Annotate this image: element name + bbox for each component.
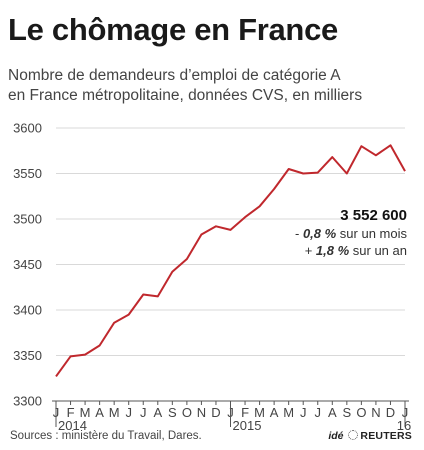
x-tick-label: D [211, 405, 220, 420]
chart-subtitle: Nombre de demandeurs d’emploi de catégor… [8, 66, 418, 106]
year-label: 2015 [233, 418, 262, 433]
x-tick-label: N [371, 405, 380, 420]
x-tick-label: N [197, 405, 206, 420]
year-label: 16 [397, 418, 411, 433]
x-tick-label: O [182, 405, 192, 420]
annotation-monthly-change: - 0,8 % sur un mois [295, 226, 408, 241]
credit-logo: idé REUTERS [328, 430, 412, 442]
y-tick-label: 3400 [13, 303, 42, 318]
source-note: Sources : ministère du Travail, Dares. [10, 430, 202, 442]
reuters-logo: REUTERS [360, 430, 412, 442]
y-tick-label: 3500 [13, 212, 42, 227]
annotation-yearly-suffix: sur un an [349, 243, 407, 258]
annotation-yearly-percent: 1,8 % [316, 243, 350, 258]
series-line [55, 144, 406, 377]
x-tick-label: M [283, 405, 294, 420]
x-tick-label: S [342, 405, 351, 420]
subtitle-line-2: en France métropolitaine, données CVS, e… [8, 87, 363, 104]
ide-logo: idé [328, 430, 344, 442]
y-tick-label: 3600 [13, 121, 42, 136]
annotation-yearly-change: + 1,8 % sur un an [305, 243, 407, 258]
y-tick-label: 3350 [13, 348, 42, 363]
y-axis-ticks: 3300 3350 3400 3450 3500 3550 3600 [13, 121, 42, 409]
annotation-value: 3 552 600 [340, 207, 407, 224]
x-tick-label: O [356, 405, 366, 420]
annotation-yearly-prefix: + [305, 243, 316, 258]
x-tick-label: M [254, 405, 265, 420]
x-tick-label: J [300, 405, 307, 420]
annotation-monthly-suffix: sur un mois [336, 226, 407, 241]
annotation-monthly-prefix: - [295, 226, 303, 241]
x-tick-label: A [270, 405, 279, 420]
year-label: 2014 [58, 418, 87, 433]
x-tick-label: S [168, 405, 177, 420]
x-tick-label: J [315, 405, 322, 420]
x-tick-label: A [153, 405, 162, 420]
y-tick-label: 3300 [13, 394, 42, 409]
x-tick-label: F [241, 405, 249, 420]
x-tick-label: D [386, 405, 395, 420]
subtitle-line-1: Nombre de demandeurs d’emploi de catégor… [8, 67, 341, 84]
x-axis: JFMAMJJASONDJFMAMJJASONDJ2014201516 [52, 400, 411, 433]
x-tick-label: J [140, 405, 147, 420]
series-group [55, 144, 406, 377]
x-tick-label: A [328, 405, 337, 420]
y-tick-label: 3450 [13, 257, 42, 272]
latest-value-annotation: 3 552 600 - 0,8 % sur un mois + 1,8 % su… [295, 207, 408, 258]
x-tick-label: A [95, 405, 104, 420]
chart-title: Le chômage en France [8, 12, 338, 47]
reuters-dot-icon [348, 430, 359, 440]
x-tick-label: M [80, 405, 91, 420]
y-tick-label: 3550 [13, 166, 42, 181]
x-tick-label: J [125, 405, 132, 420]
x-tick-label: F [67, 405, 75, 420]
x-tick-label: M [109, 405, 120, 420]
annotation-monthly-percent: 0,8 % [303, 226, 337, 241]
